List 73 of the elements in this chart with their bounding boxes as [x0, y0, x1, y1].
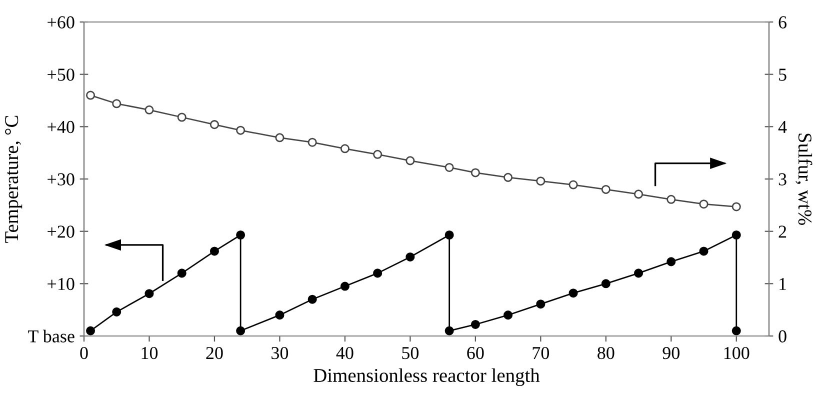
point [568, 288, 578, 298]
point [144, 289, 154, 298]
point [732, 230, 741, 240]
point [340, 282, 350, 291]
point [177, 268, 186, 278]
x-tick-label: 40 [336, 346, 354, 360]
point [504, 310, 513, 320]
point [634, 190, 644, 199]
x-tick-label: 60 [467, 346, 484, 360]
y2-tick-label: 1 [780, 278, 786, 290]
point [699, 200, 708, 209]
point [601, 279, 610, 288]
y-tick-label: +20 [48, 226, 74, 238]
point [732, 326, 741, 336]
point [536, 300, 546, 309]
y2-axis-title: Sulfur, wt% [796, 134, 812, 225]
x-tick-label: 10 [142, 346, 158, 360]
x-tick-label: 0 [80, 346, 88, 360]
point [444, 326, 454, 336]
point [504, 172, 513, 182]
point [177, 112, 186, 122]
x-tick-label: 20 [206, 346, 223, 360]
point [112, 307, 122, 316]
point [470, 320, 480, 329]
point [236, 230, 246, 240]
point [112, 99, 122, 108]
point [634, 268, 644, 278]
point [210, 120, 219, 130]
point [308, 138, 317, 147]
x-axis-title: Dimensionless reactor length [314, 368, 540, 386]
point [406, 156, 415, 166]
y-tick-label: +30 [48, 173, 74, 186]
x-tick-label: 70 [532, 346, 550, 360]
point [86, 326, 96, 336]
point [210, 246, 219, 256]
point [666, 194, 676, 204]
point [470, 168, 480, 178]
y-tick-label: +60 [48, 16, 74, 28]
point [86, 90, 96, 100]
y-tick-label: T base [28, 330, 74, 342]
point [666, 257, 676, 266]
x-tick-label: 100 [724, 346, 750, 360]
point [406, 252, 415, 262]
y-tick-label: +40 [48, 120, 74, 134]
point [236, 326, 246, 336]
point [275, 133, 284, 142]
point [340, 144, 350, 154]
point [732, 202, 741, 212]
point [275, 310, 284, 320]
point [144, 105, 154, 114]
point [308, 294, 317, 304]
point [236, 126, 246, 135]
y-tick-label: +10 [48, 278, 74, 290]
x-tick-label: 90 [662, 346, 680, 360]
point [373, 268, 382, 278]
point [568, 180, 578, 190]
x-tick-label: 80 [598, 346, 614, 360]
y2-tick-label: 3 [778, 173, 786, 186]
point [444, 162, 454, 172]
point [373, 150, 382, 159]
x-tick-label: 30 [272, 346, 288, 360]
y-tick-label: +50 [48, 68, 74, 81]
point [444, 230, 454, 240]
y2-tick-label: 2 [778, 226, 786, 238]
point [536, 176, 546, 186]
point [601, 184, 610, 194]
y-axis-title: Temperature, °C [5, 116, 22, 243]
y2-tick-label: 4 [778, 121, 787, 133]
x-tick-label: 50 [402, 346, 419, 360]
y2-tick-label: 5 [779, 68, 786, 81]
y2-tick-label: 0 [778, 330, 786, 342]
y2-tick-label: 6 [778, 16, 787, 28]
point [699, 246, 708, 256]
